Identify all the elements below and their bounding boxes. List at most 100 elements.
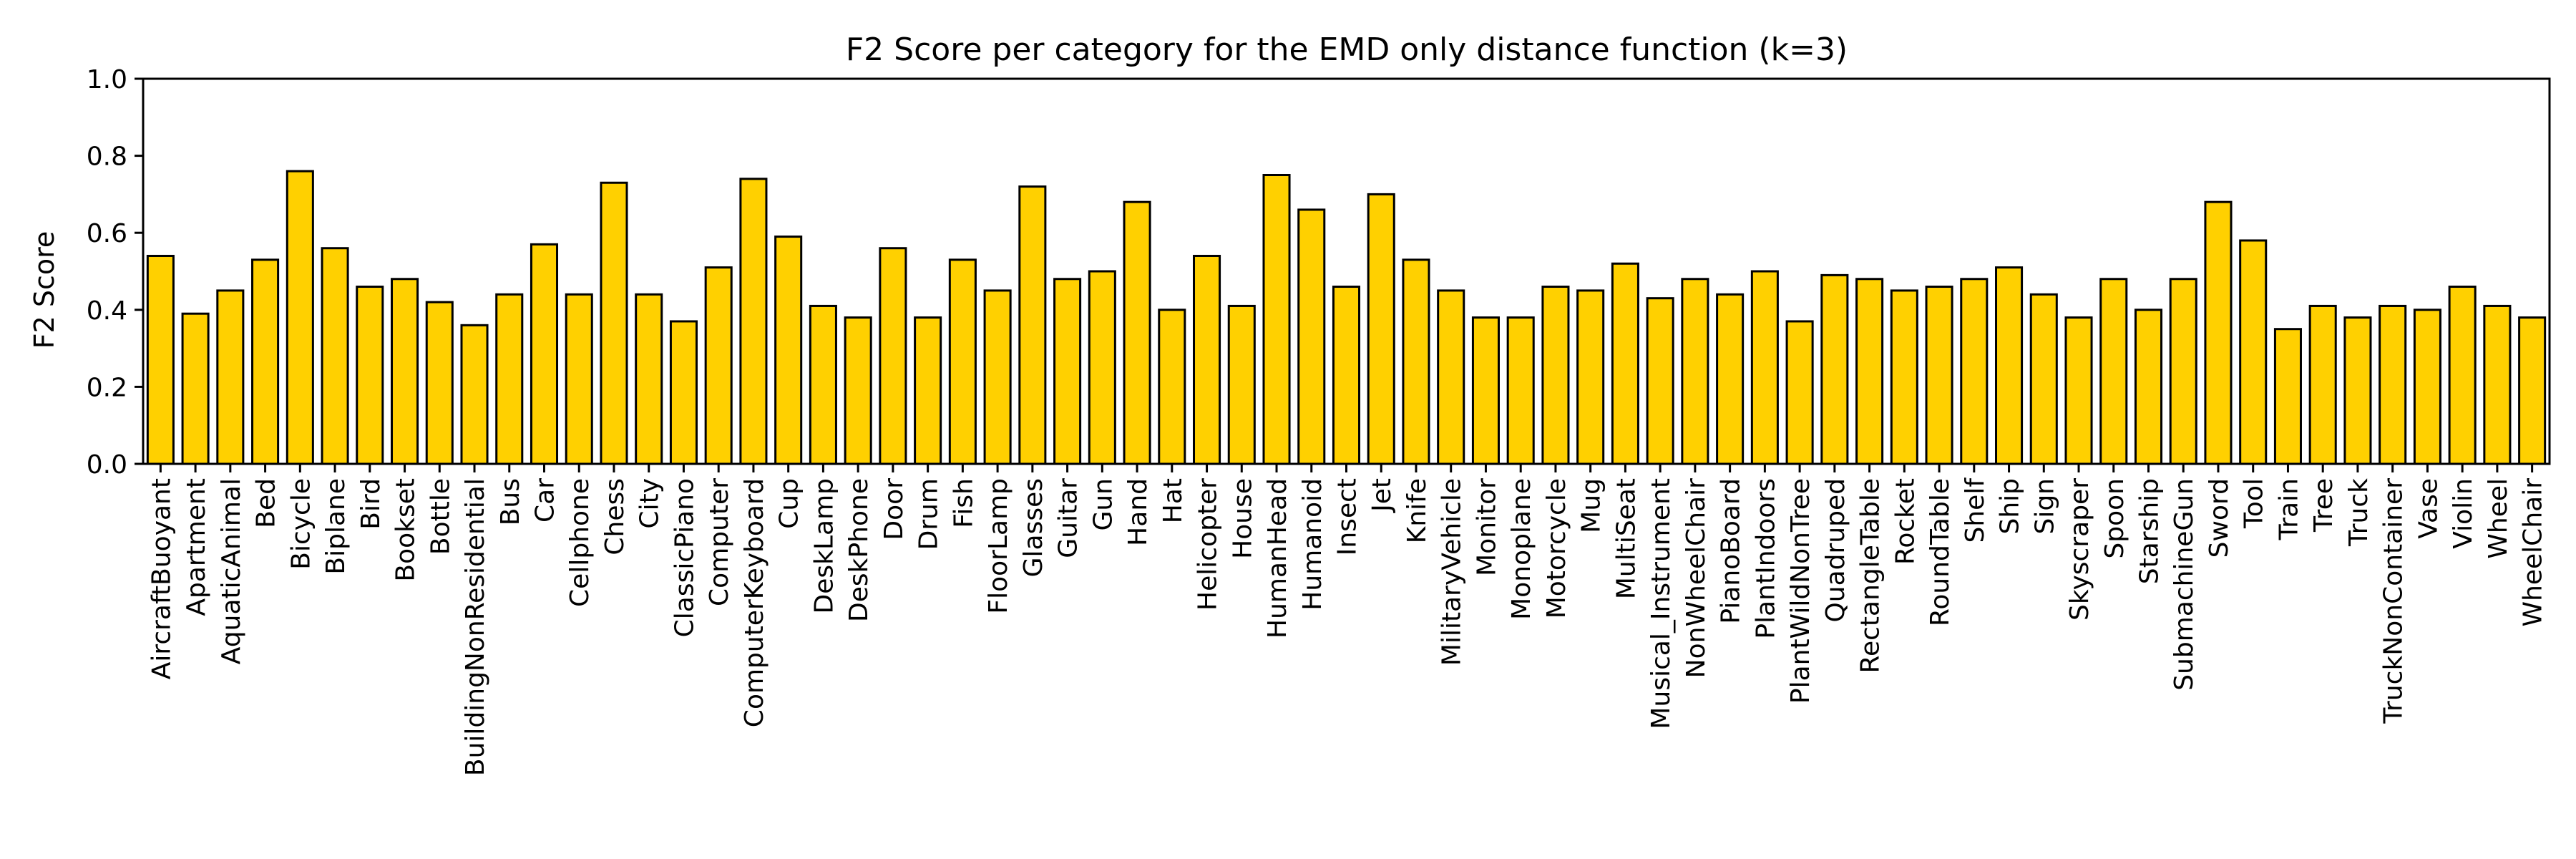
x-tick-label: Tree [2309, 478, 2338, 533]
x-tick-label: Skyscraper [2065, 478, 2094, 621]
bar-bed [251, 258, 280, 465]
bar-monoplane [1506, 316, 1535, 465]
x-tick-label: Knife [1402, 478, 1432, 543]
bar-floorlamp [983, 289, 1012, 465]
x-tick-label: Bookset [391, 478, 421, 582]
bar-hat [1158, 309, 1186, 465]
x-tick-label: PlantWildNonTree [1786, 478, 1815, 704]
bar-guitar [1053, 278, 1082, 465]
bar-musical-instrument [1646, 297, 1674, 465]
y-tick-label: 1.0 [87, 65, 127, 94]
x-tick-label: NonWheelChair [1682, 478, 1711, 678]
bar-jet [1367, 193, 1395, 465]
plot-frame [142, 77, 2551, 465]
bar-tree [2308, 304, 2337, 465]
bar-vase [2413, 309, 2441, 465]
x-tick-label: RoundTable [1926, 478, 1955, 626]
x-tick-label: Violin [2449, 478, 2478, 549]
x-tick-label: Monoplane [1507, 478, 1536, 620]
x-tick-label: Hat [1158, 478, 1188, 523]
bar-plantindoors [1750, 270, 1779, 465]
bar-classicpiano [669, 320, 698, 465]
x-tick-label: Motorcycle [1542, 478, 1571, 618]
x-tick-label: Tool [2240, 478, 2269, 529]
x-tick-label: Truck [2344, 478, 2373, 547]
x-tick-label: MultiSeat [1611, 478, 1641, 599]
x-tick-label: Shelf [1961, 477, 1990, 543]
bar-cellphone [565, 293, 593, 465]
x-tick-label: Jet [1367, 478, 1397, 513]
bar-ship [1995, 266, 2024, 465]
bar-biplane [321, 247, 349, 465]
x-tick-label: DeskLamp [809, 478, 839, 614]
bar-drum [914, 316, 942, 465]
bar-cup [774, 236, 803, 465]
x-tick-label: City [635, 478, 665, 529]
x-tick-label: Vase [2414, 478, 2443, 539]
x-tick-label: Spoon [2100, 478, 2129, 559]
bar-rocket [1890, 289, 1918, 465]
bar-train [2273, 328, 2302, 465]
x-tick-label: AquaticAnimal [217, 478, 246, 664]
bar-humanhead [1262, 174, 1291, 465]
x-tick-label: TruckNonContainer [2379, 478, 2409, 724]
x-tick-label: WheelChair [2519, 478, 2548, 627]
bar-bicycle [286, 170, 314, 465]
bar-insect [1332, 286, 1361, 465]
bar-bookset [391, 278, 419, 465]
x-axis: AircraftBuoyant Apartment AquaticAnimal Bed… [147, 464, 2548, 776]
bar-computerkeyboard [739, 178, 768, 465]
x-tick-label: MilitaryVehicle [1438, 478, 1467, 666]
bar-wheel [2483, 304, 2512, 465]
bar-violin [2448, 286, 2477, 465]
bar-nonwheelchair [1681, 278, 1709, 465]
x-tick-label: Cellphone [565, 478, 595, 607]
bar-fish [948, 258, 977, 465]
x-tick-label: Chess [600, 478, 630, 555]
x-tick-label: HumanHead [1263, 478, 1292, 639]
x-tick-label: Quadruped [1821, 478, 1850, 623]
x-tick-label: Door [879, 478, 909, 540]
x-tick-label: Hand [1123, 478, 1153, 546]
x-tick-label: Guitar [1054, 478, 1083, 558]
bar-plantwildnontree [1785, 320, 1814, 465]
bar-deskphone [844, 316, 872, 465]
bar-gun [1088, 270, 1116, 465]
x-tick-label: PianoBoard [1717, 478, 1746, 624]
x-tick-label: Car [531, 478, 560, 523]
y-tick-label: 0.8 [87, 142, 127, 172]
x-tick-label: ComputerKeyboard [740, 478, 769, 727]
x-tick-label: Monitor [1472, 478, 1501, 576]
x-tick-label: PlantIndoors [1751, 478, 1780, 639]
y-tick-label: 0.2 [87, 373, 127, 402]
bar-truck [2343, 316, 2372, 465]
bar-trucknoncontainer [2379, 304, 2407, 465]
x-tick-label: Mug [1577, 478, 1606, 533]
x-tick-label: Glasses [1019, 478, 1048, 577]
x-tick-label: Bird [356, 478, 386, 530]
bar-shelf [1960, 278, 1989, 465]
x-tick-label: Cup [775, 478, 804, 529]
x-tick-label: Rocket [1890, 478, 1920, 565]
y-tick-label: 0.6 [87, 219, 127, 248]
bar-militaryvehicle [1437, 289, 1465, 465]
bar-sword [2204, 200, 2233, 465]
x-tick-label: Starship [2135, 478, 2165, 584]
x-tick-label: Bed [252, 478, 281, 528]
bar-door [879, 247, 907, 465]
x-tick-label: Sign [2030, 478, 2059, 535]
x-tick-label: Gun [1088, 478, 1118, 531]
bar-humanoid [1297, 208, 1326, 465]
x-tick-label: Train [2274, 478, 2303, 540]
bar-bird [356, 286, 384, 465]
bar-buildingnonresidential [460, 324, 489, 465]
x-tick-label: Bicycle [286, 478, 316, 570]
x-tick-label: Helicopter [1194, 478, 1223, 611]
x-tick-label: Apartment [182, 478, 211, 616]
y-axis: 0.0 0.2 0.4 0.6 0.8 1.0 [87, 65, 143, 480]
x-tick-label: Computer [705, 478, 734, 606]
x-tick-label: House [1228, 478, 1257, 559]
bar-roundtable [1925, 286, 1953, 465]
